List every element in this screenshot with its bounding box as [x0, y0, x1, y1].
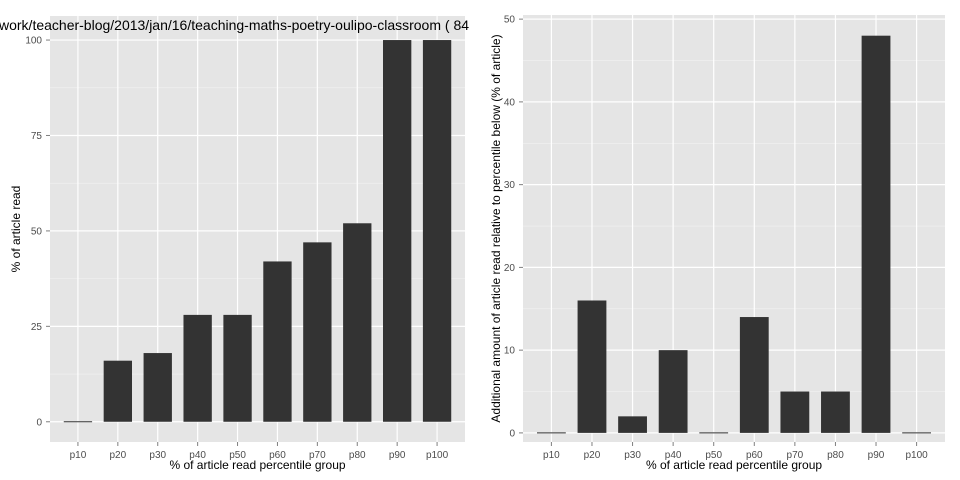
bar-p90	[382, 40, 412, 422]
x-tick-label: p90	[868, 450, 885, 461]
bar-p80	[821, 391, 850, 433]
y-tick-label: 50	[31, 226, 43, 237]
bar-p50	[223, 314, 252, 422]
y-tick-label: 40	[504, 97, 516, 108]
x-tick-label: p20	[584, 450, 601, 461]
x-tick-label: p60	[269, 450, 286, 461]
x-tick-label: p100	[905, 450, 928, 461]
bar-p40	[658, 350, 688, 433]
y-tick-label: 25	[31, 322, 43, 333]
x-tick-label: p20	[109, 450, 126, 461]
bar-p100	[422, 40, 452, 422]
x-tick-label: p10	[543, 450, 560, 461]
y-tick-label: 75	[31, 131, 43, 142]
x-tick-label: p30	[149, 450, 166, 461]
x-axis-title: % of article read percentile group	[646, 458, 822, 472]
bar-p90	[861, 35, 891, 433]
bar-p20	[577, 300, 607, 433]
x-tick-label: p70	[787, 450, 804, 461]
y-tick-label: 100	[25, 36, 42, 47]
bar-p70	[780, 391, 810, 433]
x-tick-label: p40	[189, 450, 206, 461]
x-tick-label: p50	[705, 450, 722, 461]
bar-p60	[739, 317, 769, 433]
bar-p20	[103, 360, 133, 422]
y-tick-label: 0	[509, 428, 515, 439]
x-axis-title: % of article read percentile group	[169, 458, 345, 472]
y-tick-label: 30	[504, 180, 516, 191]
y-tick-label: 50	[504, 15, 516, 26]
x-tick-label: p70	[309, 450, 326, 461]
y-axis-title: % of article read	[9, 186, 23, 273]
x-tick-label: p100	[426, 450, 449, 461]
bar-p80	[343, 223, 372, 422]
chart-percent-read: 0 25 50 75 100 p10 p20 p30 p40 p50 p60 p70 p80 p90 p10…	[0, 16, 469, 472]
x-tick-label: p80	[349, 450, 366, 461]
x-tick-label: p90	[389, 450, 406, 461]
x-tick-label: p50	[229, 450, 246, 461]
y-tick-label: 10	[504, 346, 516, 357]
x-tick-label: p10	[70, 450, 87, 461]
x-tick-label: p60	[746, 450, 763, 461]
chart-additional-read: 0 10 20 30 40 50 p10 p20 p30 p40 p50 p60 p70 p80 p90 p1…	[489, 15, 945, 472]
bar-p70	[303, 242, 332, 422]
x-tick-label: p80	[827, 450, 844, 461]
y-tick-label: 20	[504, 263, 516, 274]
bar-p40	[183, 314, 212, 422]
bar-p30	[143, 353, 172, 422]
x-tick-label: p30	[624, 450, 641, 461]
bar-p30	[618, 416, 647, 433]
chart-title: work/teacher-blog/2013/jan/16/teaching-m…	[0, 17, 469, 33]
bar-p60	[263, 261, 292, 422]
y-tick-label: 0	[36, 417, 42, 428]
x-tick-label: p40	[665, 450, 682, 461]
y-axis-title: Additional amount of article read relati…	[489, 34, 503, 422]
